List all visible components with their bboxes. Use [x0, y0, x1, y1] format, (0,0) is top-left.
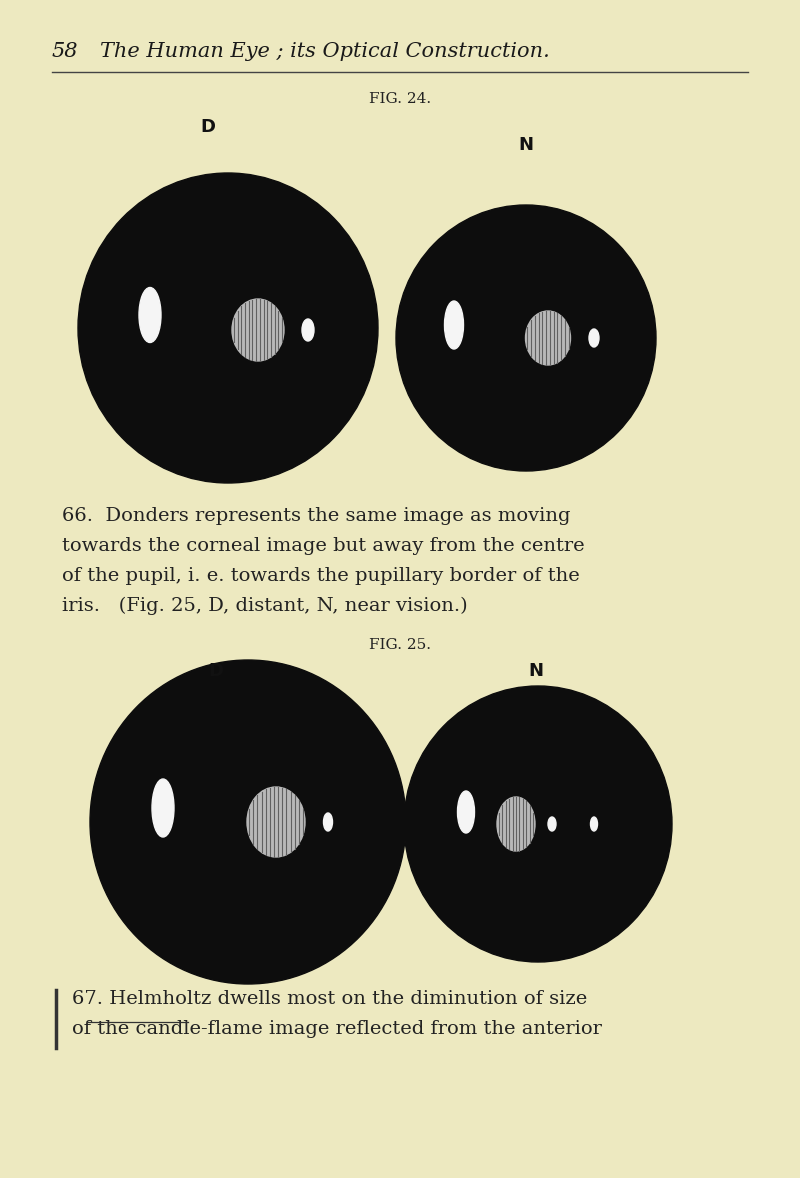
Text: FIG. 25.: FIG. 25. — [369, 638, 431, 651]
Text: N: N — [518, 135, 534, 154]
Ellipse shape — [445, 302, 463, 349]
Ellipse shape — [526, 311, 570, 365]
Ellipse shape — [139, 287, 161, 343]
Text: 58: 58 — [52, 42, 78, 61]
Text: 67. Helmholtz dwells most on the diminution of size: 67. Helmholtz dwells most on the diminut… — [72, 990, 587, 1008]
Ellipse shape — [323, 813, 333, 830]
Ellipse shape — [302, 319, 314, 340]
Ellipse shape — [247, 787, 305, 858]
Text: D: D — [209, 662, 223, 680]
Ellipse shape — [548, 818, 556, 830]
Ellipse shape — [152, 779, 174, 838]
Text: FIG. 24.: FIG. 24. — [369, 92, 431, 106]
Ellipse shape — [78, 173, 378, 483]
Text: N: N — [529, 662, 543, 680]
Ellipse shape — [404, 686, 672, 962]
Text: The Human Eye ; its Optical Construction.: The Human Eye ; its Optical Construction… — [100, 42, 550, 61]
Ellipse shape — [589, 329, 599, 348]
Ellipse shape — [396, 205, 656, 471]
Ellipse shape — [497, 798, 535, 851]
Text: 66.  Donders represents the same image as moving: 66. Donders represents the same image as… — [62, 507, 570, 525]
Text: of the candle-flame image reflected from the anterior: of the candle-flame image reflected from… — [72, 1020, 602, 1038]
Text: iris.   (Fig. 25, D, distant, N, near vision.): iris. (Fig. 25, D, distant, N, near visi… — [62, 597, 468, 615]
Text: towards the corneal image but away from the centre: towards the corneal image but away from … — [62, 537, 585, 555]
Ellipse shape — [590, 818, 598, 830]
Ellipse shape — [90, 660, 406, 984]
Ellipse shape — [458, 790, 474, 833]
Ellipse shape — [232, 299, 284, 360]
Text: of the pupil, i. e. towards the pupillary border of the: of the pupil, i. e. towards the pupillar… — [62, 567, 580, 585]
Text: D: D — [201, 118, 215, 135]
